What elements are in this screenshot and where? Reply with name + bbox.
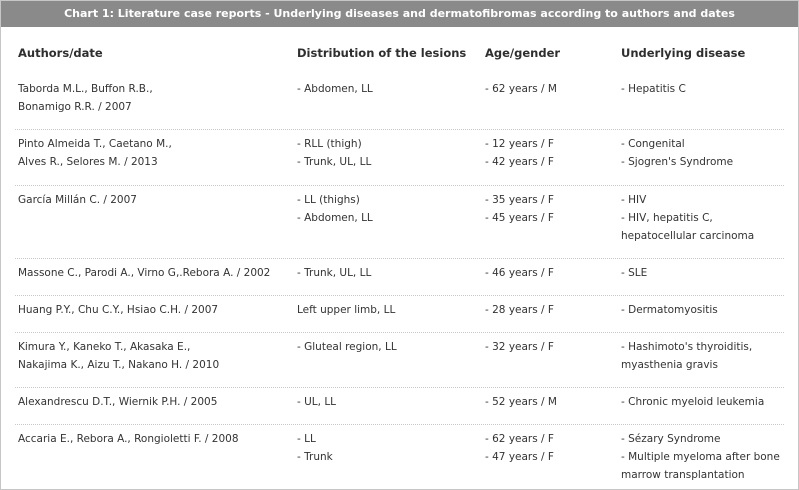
cell-authors: Pinto Almeida T., Caetano M., Alves R., S…	[18, 135, 172, 171]
header-distribution: Distribution of the lesions	[297, 46, 467, 60]
cell-underlying-disease: - Congenital - Sjogren's Syndrome	[621, 135, 733, 171]
cell-line: - Trunk, UL, LL	[297, 156, 372, 168]
cell-line: - Abdomen, LL	[297, 212, 373, 224]
cell-line: - 47 years / F	[485, 451, 554, 463]
cell-line: marrow transplantation	[621, 469, 745, 481]
cell-line: - Chronic myeloid leukemia	[621, 396, 765, 408]
cell-line: - UL, LL	[297, 396, 337, 408]
table-row: Huang P.Y., Chu C.Y., Hsiao C.H. / 2007 L…	[1, 296, 798, 333]
cell-age-gender: - 12 years / F - 42 years / F	[485, 135, 554, 171]
cell-line: - LL (thighs)	[297, 194, 360, 206]
table-row: Massone C., Parodi A., Virno G,.Rebora A…	[1, 259, 798, 296]
table-body: Taborda M.L., Buffon R.B., Bonamigo R.R. …	[1, 75, 798, 485]
cell-line: - Gluteal region, LL	[297, 341, 397, 353]
cell-age-gender: - 28 years / F	[485, 301, 554, 319]
cell-line: - 32 years / F	[485, 341, 554, 353]
header-age-gender: Age/gender	[485, 46, 561, 60]
cell-line: - 62 years / M	[485, 83, 557, 95]
cell-line: - RLL (thigh)	[297, 138, 362, 150]
cell-line: - 46 years / F	[485, 267, 554, 279]
table-row: Alexandrescu D.T., Wiernik P.H. / 2005 - …	[1, 388, 798, 425]
cell-line: Accaria E., Rebora A., Rongioletti F. / …	[18, 433, 239, 445]
cell-line: - 45 years / F	[485, 212, 554, 224]
cell-line: - Hashimoto's thyroiditis,	[621, 341, 753, 353]
cell-distribution: - LL (thighs) - Abdomen, LL	[297, 191, 373, 227]
cell-line: - Trunk, UL, LL	[297, 267, 372, 279]
cell-authors: García Millán C. / 2007	[18, 191, 137, 209]
table-row: Accaria E., Rebora A., Rongioletti F. / …	[1, 425, 798, 485]
cell-age-gender: - 62 years / F - 47 years / F	[485, 430, 554, 466]
cell-line: - Congenital	[621, 138, 685, 150]
table-caption: Chart 1: Literature case reports - Under…	[1, 1, 798, 27]
cell-line: García Millán C. / 2007	[18, 194, 137, 206]
cell-line: - 35 years / F	[485, 194, 554, 206]
cell-line: - Dermatomyositis	[621, 304, 718, 316]
cell-line: - Trunk	[297, 451, 333, 463]
cell-line: - 62 years / F	[485, 433, 554, 445]
cell-line: - Sézary Syndrome	[621, 433, 721, 445]
cell-age-gender: - 62 years / M	[485, 80, 557, 98]
cell-line: - 28 years / F	[485, 304, 554, 316]
cell-line: hepatocellular carcinoma	[621, 230, 755, 242]
cell-line: - HIV, hepatitis C,	[621, 212, 713, 224]
cell-line: - Multiple myeloma after bone	[621, 451, 780, 463]
cell-line: Kimura Y., Kaneko T., Akasaka E.,	[18, 341, 191, 353]
cell-line: Massone C., Parodi A., Virno G,.Rebora A…	[18, 267, 271, 279]
cell-age-gender: - 35 years / F - 45 years / F	[485, 191, 554, 227]
cell-distribution: - Gluteal region, LL	[297, 338, 397, 356]
cell-distribution: - RLL (thigh) - Trunk, UL, LL	[297, 135, 371, 171]
cell-line: - Abdomen, LL	[297, 83, 373, 95]
cell-authors: Huang P.Y., Chu C.Y., Hsiao C.H. / 2007	[18, 301, 218, 319]
cell-age-gender: - 46 years / F	[485, 264, 554, 282]
cell-distribution: - LL - Trunk	[297, 430, 333, 466]
cell-line: Pinto Almeida T., Caetano M.,	[18, 138, 172, 150]
cell-authors: Taborda M.L., Buffon R.B., Bonamigo R.R. …	[18, 80, 153, 116]
cell-line: - SLE	[621, 267, 648, 279]
cell-distribution: Left upper limb, LL	[297, 301, 395, 319]
cell-underlying-disease: - SLE	[621, 264, 647, 282]
table-header: Authors/date Distribution of the lesions…	[1, 27, 798, 75]
cell-underlying-disease: - Sézary Syndrome - Multiple myeloma afte…	[621, 430, 780, 484]
cell-line: - 12 years / F	[485, 138, 554, 150]
header-authors: Authors/date	[18, 46, 103, 60]
cell-distribution: - Trunk, UL, LL	[297, 264, 371, 282]
cell-authors: Accaria E., Rebora A., Rongioletti F. / …	[18, 430, 239, 448]
cell-line: - Hepatitis C	[621, 83, 686, 95]
cell-underlying-disease: - Chronic myeloid leukemia	[621, 393, 764, 411]
cell-age-gender: - 32 years / F	[485, 338, 554, 356]
cell-authors: Alexandrescu D.T., Wiernik P.H. / 2005	[18, 393, 217, 411]
cell-line: - 42 years / F	[485, 156, 554, 168]
cell-authors: Kimura Y., Kaneko T., Akasaka E., Nakajim…	[18, 338, 219, 374]
cell-line: Nakajima K., Aizu T., Nakano H. / 2010	[18, 359, 220, 371]
cell-line: - HIV	[621, 194, 647, 206]
cell-line: Alexandrescu D.T., Wiernik P.H. / 2005	[18, 396, 218, 408]
cell-underlying-disease: - Hepatitis C	[621, 80, 686, 98]
cell-line: Taborda M.L., Buffon R.B.,	[18, 83, 153, 95]
table-row: Pinto Almeida T., Caetano M., Alves R., S…	[1, 130, 798, 186]
cell-distribution: - UL, LL	[297, 393, 336, 411]
cell-line: myasthenia gravis	[621, 359, 718, 371]
table-row: Taborda M.L., Buffon R.B., Bonamigo R.R. …	[1, 75, 798, 130]
table-row: García Millán C. / 2007 - LL (thighs) - Ab…	[1, 186, 798, 259]
cell-underlying-disease: - Dermatomyositis	[621, 301, 718, 319]
cell-age-gender: - 52 years / M	[485, 393, 557, 411]
cell-line: - LL	[297, 433, 316, 445]
cell-distribution: - Abdomen, LL	[297, 80, 373, 98]
table-row: Kimura Y., Kaneko T., Akasaka E., Nakajim…	[1, 333, 798, 388]
cell-underlying-disease: - Hashimoto's thyroiditis, myasthenia gra…	[621, 338, 752, 374]
cell-underlying-disease: - HIV - HIV, hepatitis C, hepatocellular c…	[621, 191, 754, 245]
cell-authors: Massone C., Parodi A., Virno G,.Rebora A…	[18, 264, 270, 282]
cell-line: Left upper limb, LL	[297, 304, 396, 316]
header-underlying-disease: Underlying disease	[621, 46, 746, 60]
cell-line: Bonamigo R.R. / 2007	[18, 101, 132, 113]
cell-line: Huang P.Y., Chu C.Y., Hsiao C.H. / 2007	[18, 304, 219, 316]
cell-line: - 52 years / M	[485, 396, 557, 408]
cell-line: Alves R., Selores M. / 2013	[18, 156, 158, 168]
cell-line: - Sjogren's Syndrome	[621, 156, 734, 168]
